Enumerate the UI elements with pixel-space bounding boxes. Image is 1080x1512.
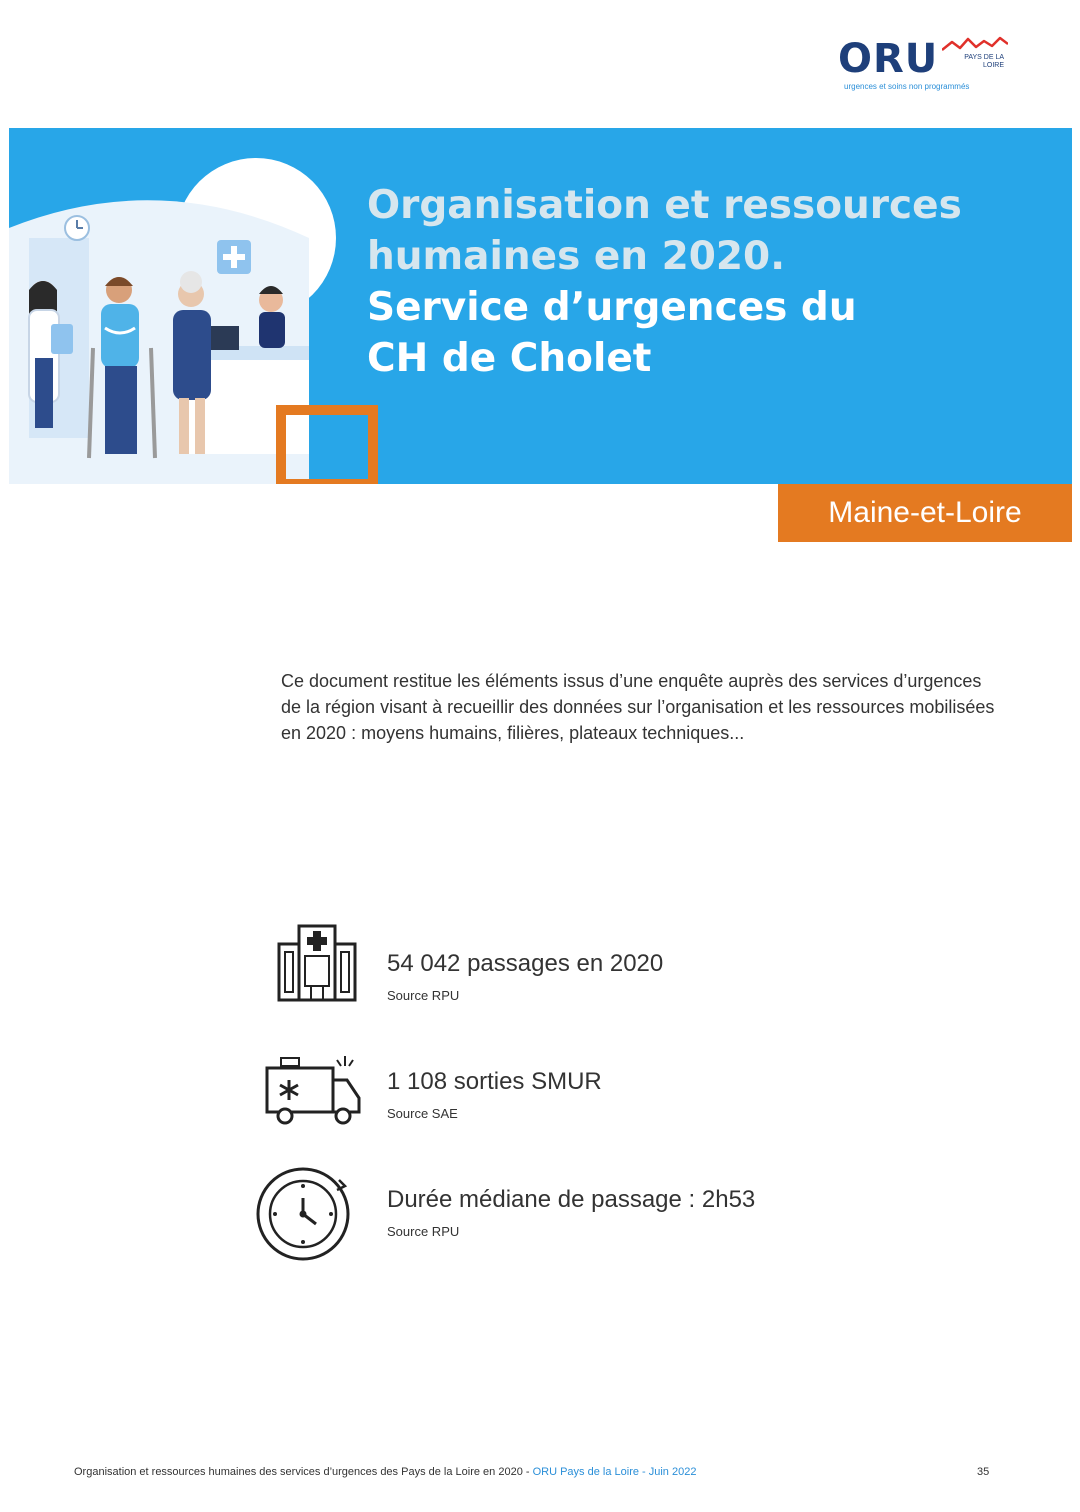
stat-duration-source: Source RPU — [387, 1224, 460, 1239]
stat-smur: 1 108 sorties SMUR Source SAE — [255, 1054, 855, 1154]
stat-passages-value: 54 042 passages en 2020 — [387, 950, 664, 977]
title-line-4: CH de Cholet — [367, 336, 652, 381]
title-banner: Organisation et ressources humaines en 2… — [9, 128, 1072, 484]
ambulance-icon — [265, 1056, 361, 1125]
footer-accent: ORU Pays de la Loire - Juin 2022 — [532, 1466, 697, 1478]
logo-wave-icon — [942, 36, 1008, 51]
footer: Organisation et ressources humaines des … — [74, 1466, 696, 1478]
hospital-reception-illustration — [9, 158, 378, 484]
intro-paragraph: Ce document restitue les éléments issus … — [281, 671, 995, 743]
stat-smur-source: Source SAE — [387, 1106, 458, 1121]
title-line-3: Service d’urgences du — [367, 285, 857, 330]
hospital-icon — [277, 924, 357, 1002]
region-tag: Maine-et-Loire — [778, 484, 1072, 542]
footer-text: Organisation et ressources humaines des … — [74, 1466, 533, 1478]
stat-passages-source: Source RPU — [387, 988, 460, 1003]
logo-region: PAYS DE LA LOIRE — [964, 54, 1004, 69]
stat-smur-value: 1 108 sorties SMUR — [387, 1068, 602, 1095]
title-line-2: humaines en 2020. — [367, 234, 786, 279]
stopwatch-icon — [256, 1167, 350, 1261]
title-line-1: Organisation et ressources — [367, 183, 962, 228]
page-number: 35 — [977, 1466, 990, 1478]
banner-title: Organisation et ressources humaines en 2… — [367, 180, 1047, 384]
stat-passages: 54 042 passages en 2020 Source RPU — [255, 922, 855, 1022]
oru-logo: ORU PAYS DE LA LOIRE urgences et soins n… — [838, 36, 1010, 96]
stat-duration: Durée médiane de passage : 2h53 Source R… — [255, 1166, 855, 1266]
stat-duration-value: Durée médiane de passage : 2h53 — [387, 1186, 756, 1213]
logo-text: ORU — [838, 36, 939, 82]
logo-tagline: urgences et soins non programmés — [844, 82, 970, 91]
